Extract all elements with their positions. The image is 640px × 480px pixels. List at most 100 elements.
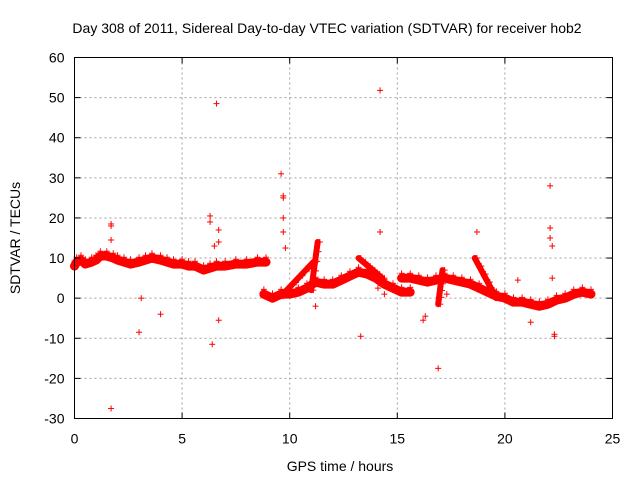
- data-point: [329, 276, 336, 283]
- outlier-point: [157, 311, 164, 318]
- outlier-point: [280, 228, 287, 235]
- outlier-point: [514, 277, 521, 284]
- data-point: [407, 284, 414, 291]
- data-point: [185, 258, 192, 265]
- data-point: [77, 252, 84, 259]
- data-point: [450, 272, 457, 279]
- outlier-point: [443, 291, 450, 298]
- outlier-point: [213, 100, 220, 107]
- data-point: [310, 287, 317, 294]
- data-point: [553, 292, 560, 299]
- outlier-point: [551, 333, 558, 340]
- y-tick-label: 40: [49, 130, 65, 146]
- data-point: [510, 294, 517, 301]
- data-point: [97, 248, 104, 255]
- x-axis-label: GPS time / hours: [287, 458, 394, 474]
- data-point: [299, 272, 306, 279]
- data-point: [519, 294, 526, 301]
- outlier-point: [207, 212, 214, 219]
- axis-ticks: 0 5 10 15 20 25 -30 -20 -10 0 10 20 30 40 50 60: [44, 50, 620, 447]
- y-tick-label: -10: [44, 330, 64, 346]
- outlier-point: [547, 182, 554, 189]
- outlier-point: [108, 237, 115, 244]
- data-point: [311, 277, 318, 284]
- data-point: [200, 262, 207, 269]
- outlier-point: [381, 291, 388, 298]
- data-point: [103, 248, 110, 255]
- outlier-point: [527, 319, 534, 326]
- data-point: [312, 267, 319, 274]
- x-tick-label: 5: [178, 431, 186, 447]
- outlier-point: [357, 333, 364, 340]
- data-points: [70, 87, 596, 412]
- data-point: [260, 286, 267, 293]
- data-point: [482, 271, 489, 278]
- outlier-point: [215, 226, 222, 233]
- data-point: [441, 267, 448, 274]
- outlier-point: [211, 243, 218, 250]
- data-point: [88, 254, 95, 261]
- transition-band: [435, 267, 446, 308]
- x-tick-label: 25: [605, 431, 621, 447]
- data-point: [362, 259, 369, 266]
- data-point: [243, 256, 250, 263]
- data-point: [371, 267, 378, 274]
- data-point: [142, 252, 149, 259]
- data-point: [114, 252, 121, 259]
- outlier-point: [138, 295, 145, 302]
- data-point: [439, 287, 446, 294]
- outlier-point: [282, 245, 289, 252]
- data-point: [222, 258, 229, 265]
- grid-lines: [74, 57, 613, 419]
- data-point: [376, 271, 383, 278]
- data-point: [398, 270, 405, 277]
- outlier-point: [377, 87, 384, 94]
- plot-frame: [74, 57, 613, 419]
- data-point: [110, 250, 117, 257]
- outlier-point: [312, 303, 319, 310]
- data-point: [458, 274, 465, 281]
- data-point: [254, 254, 261, 261]
- data-point: [478, 263, 485, 270]
- outlier-point: [547, 235, 554, 241]
- outlier-point: [280, 214, 287, 221]
- data-point: [192, 258, 199, 265]
- x-tick-label: 0: [71, 431, 79, 447]
- y-axis-label: SDTVAR / TECUs: [7, 182, 23, 294]
- data-point: [357, 255, 364, 262]
- data-point: [136, 254, 143, 261]
- y-tick-label: 60: [49, 50, 65, 66]
- x-tick-label: 10: [282, 431, 298, 447]
- data-point: [269, 290, 276, 297]
- transition-band: [471, 255, 500, 302]
- data-point: [527, 296, 534, 303]
- data-point: [491, 287, 498, 294]
- outlier-point: [108, 405, 115, 412]
- data-point: [467, 276, 474, 283]
- data-point: [476, 280, 483, 287]
- data-point: [278, 286, 285, 293]
- y-tick-label: -20: [44, 370, 64, 386]
- data-point: [424, 274, 431, 281]
- outlier-point: [215, 317, 222, 324]
- data-point: [207, 260, 214, 267]
- data-point: [389, 280, 396, 287]
- outlier-point: [435, 365, 442, 372]
- data-point: [346, 268, 353, 275]
- y-tick-label: 10: [49, 250, 65, 266]
- outlier-point: [374, 285, 381, 292]
- data-point: [263, 254, 270, 261]
- data-point: [433, 272, 440, 279]
- data-point: [179, 256, 186, 263]
- data-point: [157, 252, 164, 259]
- data-point: [338, 272, 345, 279]
- data-point: [280, 293, 287, 300]
- chart-title: Day 308 of 2011, Sidereal Day-to-day VTE…: [72, 20, 581, 36]
- outlier-point: [215, 239, 222, 246]
- data-point: [501, 290, 508, 297]
- outlier-point: [280, 192, 287, 199]
- data-point: [286, 286, 293, 293]
- data-point: [120, 254, 127, 261]
- y-tick-label: 50: [49, 90, 65, 106]
